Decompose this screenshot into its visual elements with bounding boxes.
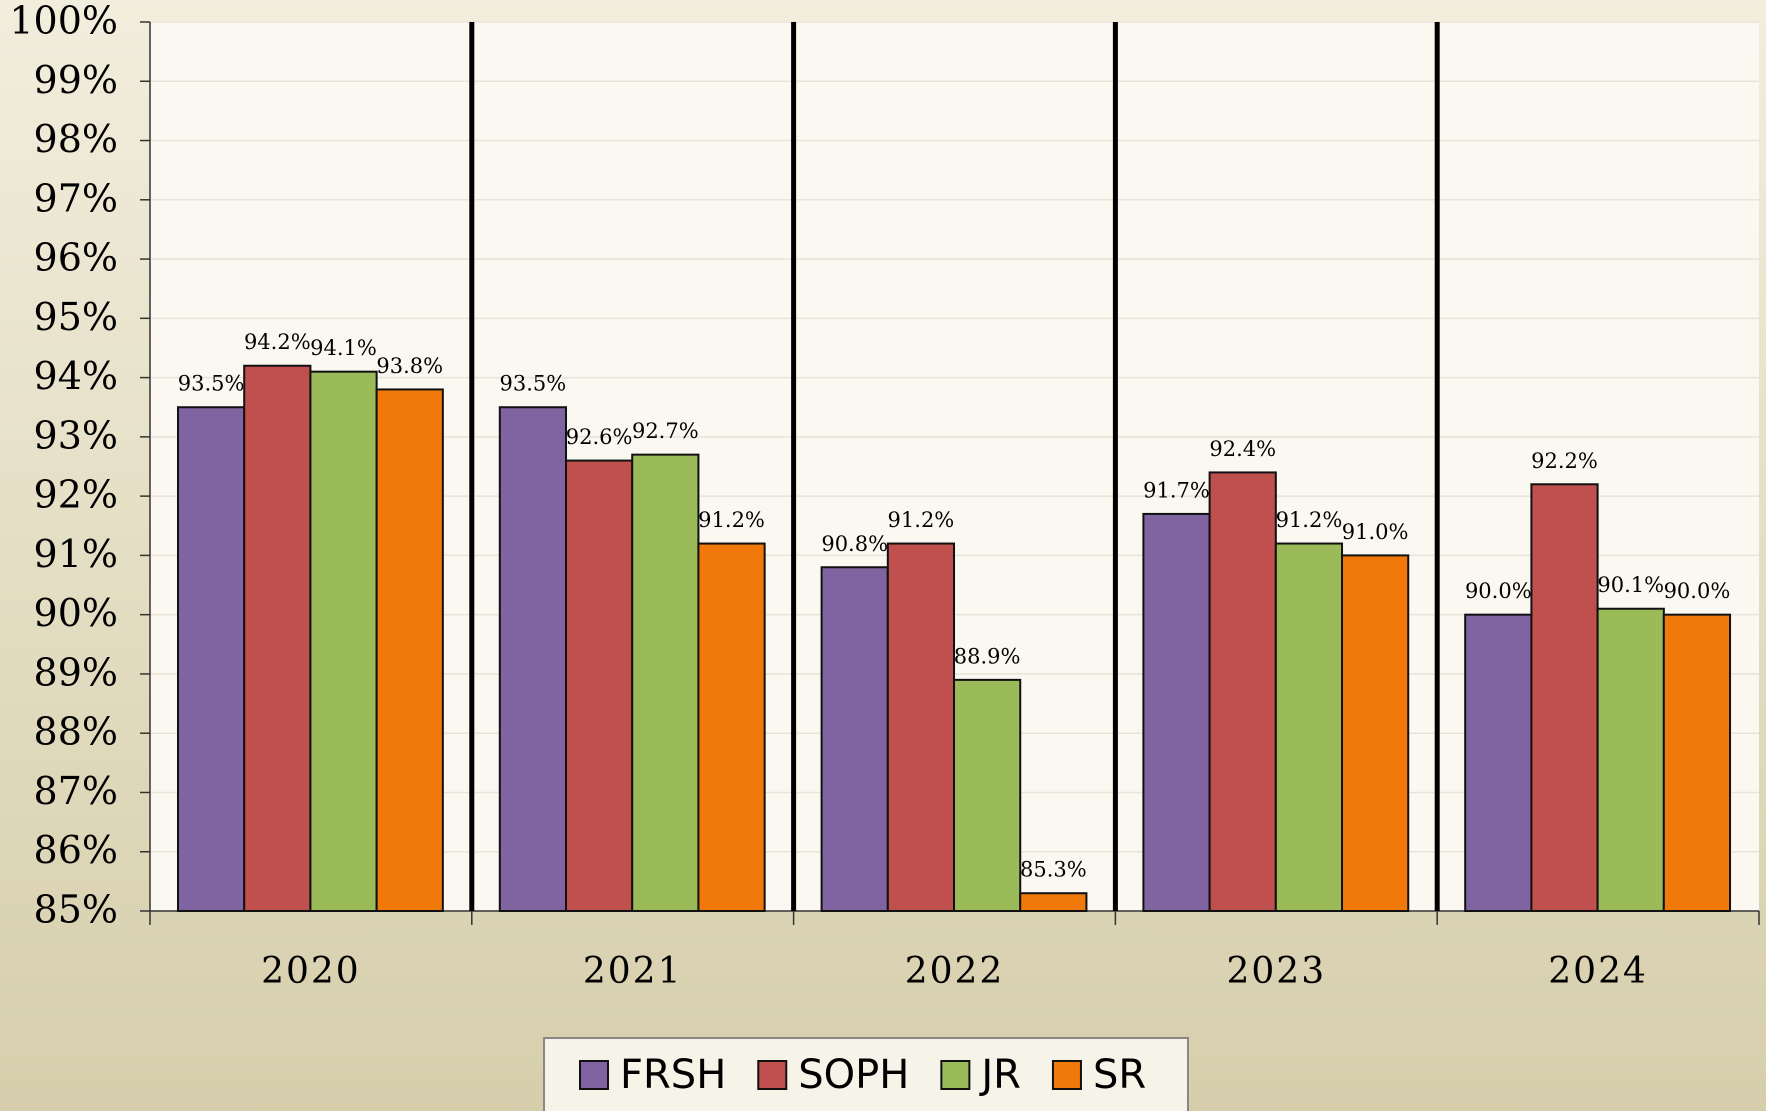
y-tick-label: 94% <box>34 354 118 398</box>
data-label: 91.2% <box>888 508 955 532</box>
data-label: 88.9% <box>954 644 1021 668</box>
data-label: 93.5% <box>500 372 567 396</box>
bar <box>820 566 889 913</box>
data-label: 93.8% <box>376 354 443 378</box>
y-tick-label: 95% <box>34 295 118 339</box>
bar <box>1464 613 1533 913</box>
legend-label: SR <box>1093 1052 1146 1098</box>
data-label: 90.8% <box>821 532 888 556</box>
legend-swatch <box>1051 1060 1082 1090</box>
legend-swatch <box>579 1060 609 1090</box>
data-label: 94.2% <box>244 330 311 354</box>
data-label: 85.3% <box>1020 858 1087 882</box>
bar <box>1341 554 1410 913</box>
x-tick-label: 2024 <box>1548 951 1648 992</box>
y-tick-label: 88% <box>34 710 118 754</box>
legend-label: FRSH <box>620 1052 726 1098</box>
y-tick-label: 100% <box>9 0 118 43</box>
x-tick-label: 2021 <box>583 951 683 992</box>
bar <box>953 678 1022 912</box>
bar <box>1142 512 1211 912</box>
y-tick-label: 86% <box>34 828 118 872</box>
legend-swatch <box>757 1060 788 1090</box>
y-tick-label: 98% <box>34 117 118 161</box>
y-tick-label: 91% <box>34 532 118 576</box>
data-label: 91.7% <box>1143 478 1210 502</box>
x-tick-label: 2020 <box>261 951 361 992</box>
data-label: 92.4% <box>1209 437 1276 461</box>
bar <box>1596 607 1665 912</box>
bar <box>631 453 700 912</box>
y-tick-label: 89% <box>34 650 118 694</box>
y-tick-label: 92% <box>34 473 118 517</box>
bar <box>498 406 568 912</box>
bar <box>565 459 634 912</box>
y-tick-label: 97% <box>34 176 118 220</box>
y-tick-label: 90% <box>34 591 118 635</box>
legend-label: SOPH <box>798 1052 909 1098</box>
bar <box>243 364 312 913</box>
x-tick-label: 2023 <box>1226 951 1326 992</box>
bar <box>886 542 956 913</box>
bar <box>309 370 378 912</box>
data-label: 94.1% <box>310 336 377 360</box>
bar <box>1662 613 1732 913</box>
y-tick-label: 85% <box>34 888 118 932</box>
data-label: 91.2% <box>1276 508 1343 532</box>
bar <box>375 388 444 913</box>
data-label: 90.1% <box>1597 573 1664 597</box>
y-tick-label: 87% <box>34 769 118 813</box>
y-tick-label: 99% <box>34 58 118 102</box>
legend-label: JR <box>978 1052 1021 1098</box>
bar <box>697 542 766 913</box>
bar <box>1208 471 1277 912</box>
bar <box>1530 483 1599 912</box>
bar <box>1019 892 1088 912</box>
data-label: 90.0% <box>1664 579 1731 603</box>
data-label: 91.0% <box>1342 520 1409 544</box>
data-label: 92.6% <box>566 425 633 449</box>
y-tick-label: 96% <box>34 236 118 280</box>
bar <box>176 406 246 912</box>
bar <box>1274 542 1344 913</box>
data-label: 92.2% <box>1531 449 1598 473</box>
data-label: 91.2% <box>698 508 765 532</box>
y-tick-label: 93% <box>34 413 118 457</box>
data-label: 90.0% <box>1465 579 1532 603</box>
data-label: 92.7% <box>632 419 699 443</box>
data-label: 93.5% <box>178 372 245 396</box>
x-tick-label: 2022 <box>905 951 1005 992</box>
legend-swatch <box>940 1060 971 1090</box>
